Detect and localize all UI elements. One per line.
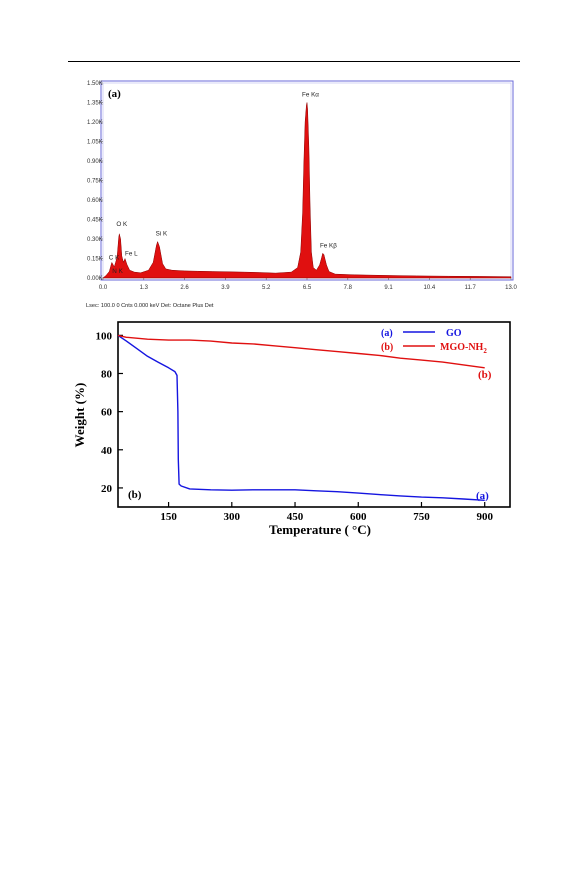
tga-y-tick-label: 100	[96, 330, 113, 342]
eds-y-tick-label: 0.90K	[87, 159, 103, 165]
header-rule	[68, 61, 520, 62]
eds-y-tick-label: 1.35K	[87, 101, 103, 107]
eds-peak-label: Fe L	[125, 251, 138, 258]
eds-spectrum-chart: 0.00K 0.15K 0.30K 0.45K 0.60K 0.75K 0.90K 1.05K…	[86, 80, 517, 309]
tga-plot-frame	[117, 321, 511, 508]
tga-y-axis-label: Weight (%)	[72, 383, 87, 448]
eds-x-tick-label: 11.7	[465, 285, 477, 291]
eds-spectrum-series	[102, 102, 512, 279]
eds-x-tick-label: 7.8	[344, 285, 353, 291]
eds-x-tick-label: 6.5	[303, 285, 312, 291]
eds-y-tick-label: 1.05K	[87, 140, 103, 146]
eds-x-tick-label: 10.4	[424, 285, 436, 291]
tga-x-tick-label: 300	[224, 511, 241, 523]
tga-x-tick-label: 750	[413, 511, 430, 523]
eds-peak-label: Si K	[156, 231, 168, 238]
tga-x-axis-label: Temperature ( °C)	[269, 522, 371, 537]
eds-peak-label: N K	[112, 268, 123, 275]
tga-y-tick-label: 80	[101, 368, 113, 380]
tga-thermogram-chart: 20 40 60 80 100 150 300 450 600 750 900 Weight (%…	[72, 321, 511, 537]
eds-spectrum-area	[102, 102, 512, 279]
eds-x-tick-label: 5.2	[262, 285, 271, 291]
eds-x-tick-label: 1.3	[140, 285, 149, 291]
eds-peak-label: C K	[109, 254, 120, 261]
tga-x-axis: 150 300 450 600 750 900	[160, 502, 493, 523]
eds-x-axis: 0.0 1.3 2.6 3.9 5.2 6.5 7.8 9.1 10.4 11.7 13.0	[99, 278, 517, 291]
curve-label-go: (a)	[476, 490, 489, 502]
eds-x-tick-label: 0.0	[99, 285, 108, 291]
legend-name-mgo-nh2-subscript: 2	[483, 347, 487, 355]
tga-x-tick-label: 600	[350, 511, 367, 523]
tga-y-tick-label: 60	[101, 407, 113, 419]
eds-peak-labels: O K C K Fe L N K Si K Fe Kα Fe Kβ	[109, 92, 337, 275]
tga-panel-label: (b)	[128, 489, 142, 501]
tga-y-tick-label: 40	[101, 445, 113, 457]
tga-curve-go	[117, 334, 485, 501]
eds-y-tick-label: 0.75K	[87, 179, 103, 185]
eds-x-tick-label: 2.6	[180, 285, 189, 291]
eds-y-tick-label: 1.50K	[87, 81, 103, 87]
eds-y-tick-label: 1.20K	[87, 120, 103, 126]
tga-curve-mgo-nh2	[117, 334, 485, 369]
eds-y-tick-label: 0.30K	[87, 237, 103, 243]
tga-legend: (a) GO (b) MGO-NH2	[381, 328, 487, 355]
eds-y-tick-label: 0.60K	[87, 198, 103, 204]
legend-marker-go: (a)	[381, 328, 393, 339]
tga-x-tick-label: 900	[476, 511, 493, 523]
curve-label-mgo-nh2: (b)	[478, 369, 492, 381]
tga-x-tick-label: 150	[160, 511, 177, 523]
legend-marker-mgo-nh2: (b)	[381, 342, 393, 353]
eds-peak-label: Fe Kβ	[320, 242, 337, 249]
eds-x-tick-label: 13.0	[505, 285, 517, 291]
legend-name-go: GO	[446, 328, 462, 339]
eds-y-tick-label: 0.15K	[87, 257, 103, 263]
legend-name-mgo-nh2-main: MGO-NH	[440, 342, 484, 353]
tga-x-tick-label: 450	[287, 511, 304, 523]
eds-peak-label: Fe Kα	[302, 92, 319, 99]
tga-y-tick-label: 20	[101, 483, 113, 495]
legend-name-mgo-nh2: MGO-NH2	[440, 342, 487, 355]
eds-y-tick-label: 0.45K	[87, 218, 103, 224]
eds-y-tick-label: 0.00K	[87, 276, 103, 282]
eds-y-axis: 0.00K 0.15K 0.30K 0.45K 0.60K 0.75K 0.90K 1.05K…	[87, 81, 103, 282]
eds-footer-text: Lsec: 100.0 0 Cnts 0.000 keV Det: Octane…	[86, 303, 214, 309]
eds-panel-label: (a)	[108, 88, 121, 100]
eds-peak-label: O K	[116, 221, 128, 228]
eds-x-tick-label: 3.9	[221, 285, 230, 291]
tga-series	[117, 334, 485, 501]
eds-x-tick-label: 9.1	[384, 285, 393, 291]
tga-y-axis: 20 40 60 80 100	[96, 330, 123, 495]
